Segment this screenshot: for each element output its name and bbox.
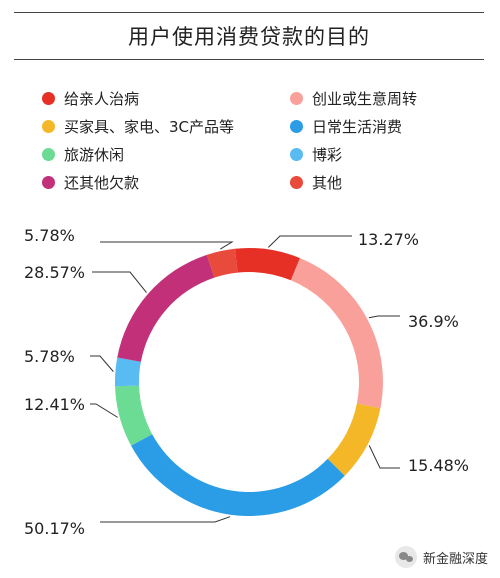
legend-swatch	[42, 147, 55, 161]
leader-line	[92, 271, 147, 293]
leader-line	[90, 403, 118, 418]
pie-slice	[290, 258, 383, 409]
pie-slice	[327, 403, 381, 476]
pie-slice	[206, 248, 238, 278]
leader-line	[368, 445, 400, 469]
legend-item: 创业或生意周转	[290, 88, 480, 108]
legend-item: 买家具、家电、3C产品等	[42, 116, 290, 136]
data-label: 15.48%	[408, 456, 469, 475]
legend-label: 博彩	[312, 145, 343, 164]
leader-line	[268, 235, 352, 248]
pie-slice	[131, 434, 345, 516]
legend-item: 博彩	[290, 144, 480, 164]
legend-swatch	[290, 91, 303, 105]
legend-label: 还其他欠款	[64, 173, 140, 192]
legend-item: 日常生活消费	[290, 116, 480, 136]
legend-swatch	[42, 175, 55, 189]
wechat-icon	[394, 546, 417, 568]
legend-label: 日常生活消费	[312, 117, 403, 136]
legend-label: 旅游休闲	[64, 145, 125, 164]
leader-line	[100, 241, 234, 250]
legend-swatch	[42, 91, 55, 105]
legend-swatch	[290, 147, 303, 161]
legend-item: 还其他欠款	[42, 172, 290, 192]
legend-label: 创业或生意周转	[312, 89, 418, 108]
legend-label: 其他	[312, 173, 343, 192]
data-label: 5.78%	[24, 347, 75, 366]
legend-swatch	[42, 119, 55, 133]
leader-line	[90, 355, 114, 372]
data-label: 28.57%	[24, 263, 85, 282]
data-label: 13.27%	[358, 230, 419, 249]
legend: 给亲人治病 创业或生意周转买家具、家电、3C产品等 日常生活消费旅游休闲 博彩还其他欠…	[42, 88, 482, 192]
legend-item: 给亲人治病	[42, 88, 290, 108]
data-label: 50.17%	[24, 519, 85, 538]
watermark-text: 新金融深度	[422, 551, 488, 567]
pie-slice	[115, 385, 153, 446]
legend-item: 其他	[290, 172, 480, 192]
chart-title-box: 用户使用消费贷款的目的	[14, 12, 484, 60]
legend-item: 旅游休闲	[42, 144, 290, 164]
legend-swatch	[290, 119, 303, 133]
pie-slice	[234, 247, 301, 281]
legend-label: 买家具、家电、3C产品等	[64, 117, 235, 136]
data-label: 12.41%	[24, 395, 85, 414]
watermark: 新金融深度	[394, 546, 488, 568]
pie-slice	[117, 254, 215, 362]
chart-title: 用户使用消费贷款的目的	[128, 25, 370, 49]
data-label: 5.78%	[24, 226, 75, 245]
leader-line	[368, 315, 400, 319]
legend-swatch	[290, 175, 303, 189]
data-label: 36.9%	[408, 312, 459, 331]
leader-line	[100, 516, 231, 523]
pie-slice	[115, 357, 141, 387]
legend-label: 给亲人治病	[64, 89, 140, 108]
